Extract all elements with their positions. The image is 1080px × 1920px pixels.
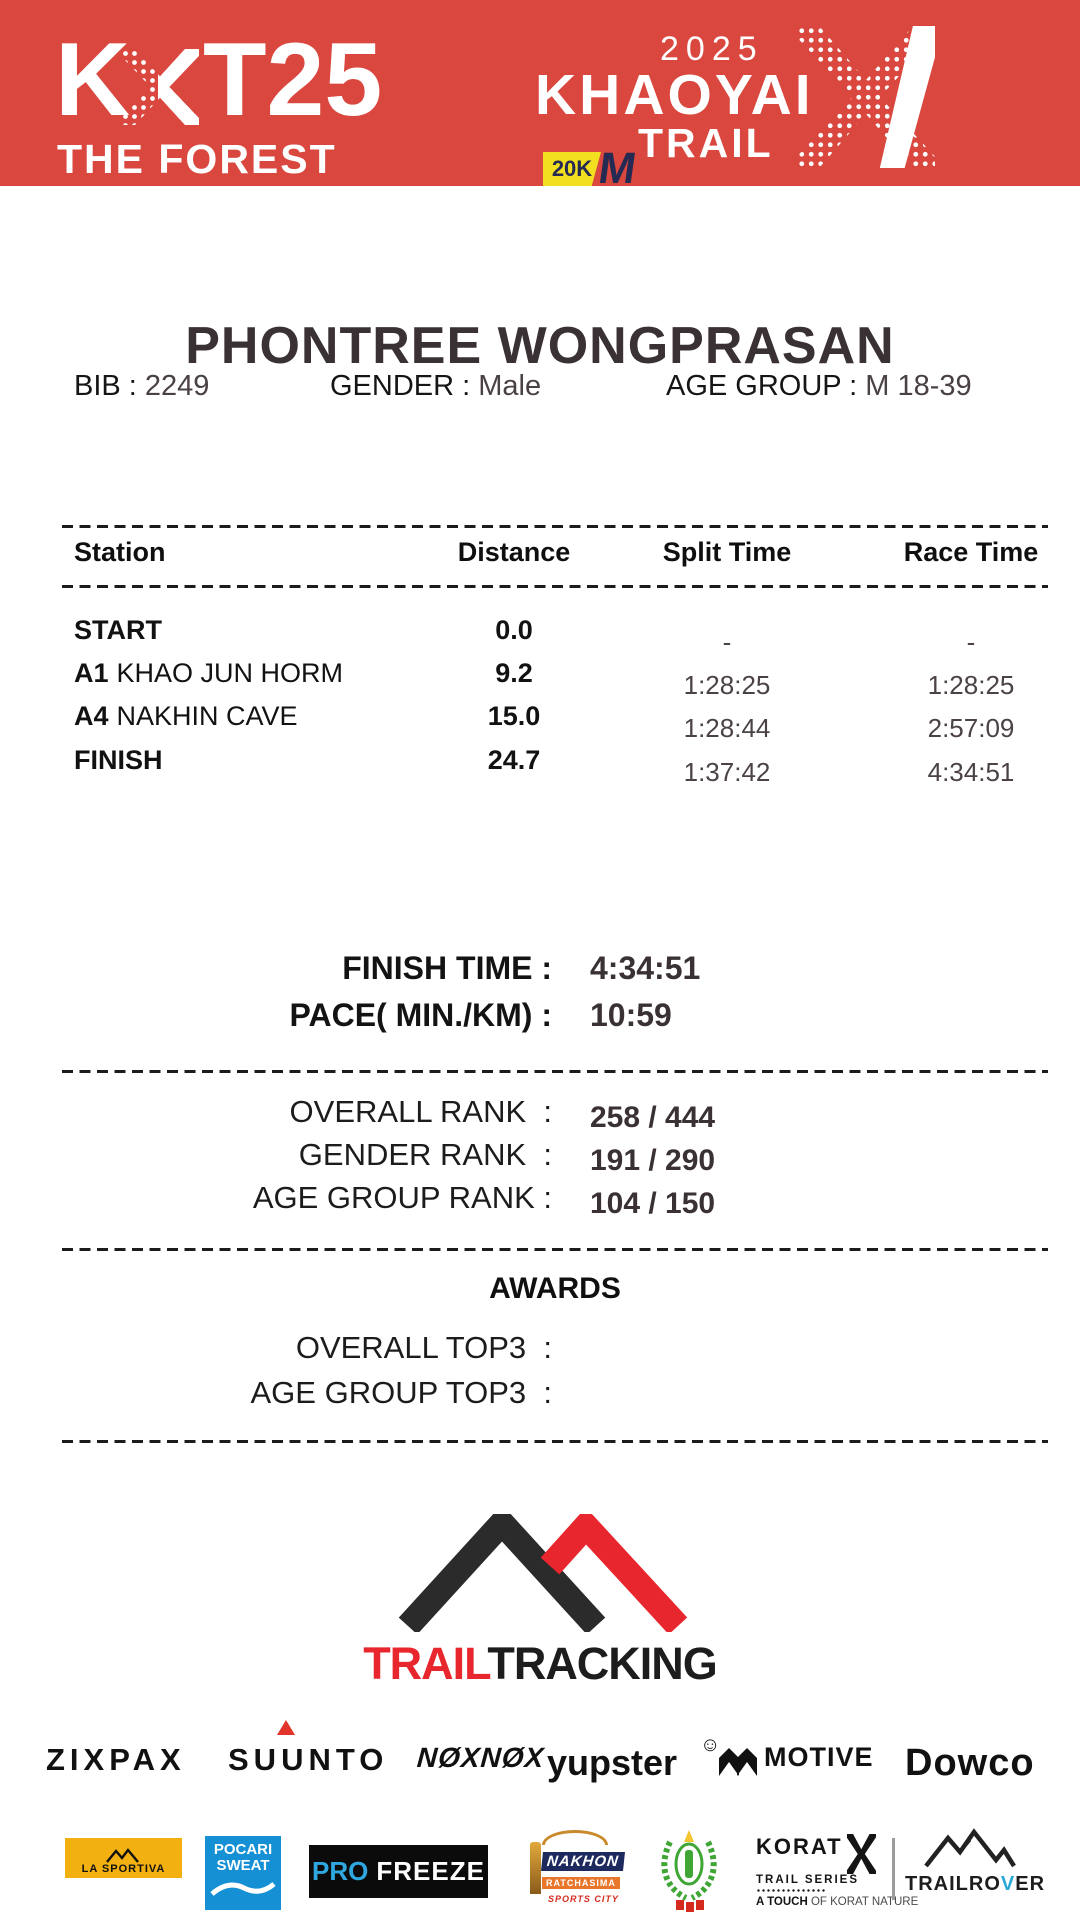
event-header-banner: K T25 THE FOREST 20K M 2025 KHAOYAI TRA — [0, 0, 1080, 193]
yupster-smiley-icon: ☺ — [700, 1734, 721, 1756]
kxt25-t25: T25 — [203, 22, 383, 138]
col-station: Station — [74, 537, 166, 567]
pace-row: PACE( MIN./KM) : 10:59 — [62, 997, 1048, 1034]
halftone-x-large-icon — [797, 26, 935, 168]
overall-top3-value — [552, 1330, 1048, 1366]
event-name: KHAOYAI — [535, 63, 814, 127]
table-row: A1 KHAO JUN HORM 9.2 1:28:25 1:28:25 — [74, 658, 1015, 700]
age-group-top3-label: AGE GROUP TOP3 : — [250, 1375, 553, 1410]
age-group-rank-label: AGE GROUP RANK : — [252, 1180, 552, 1215]
bib-value: 2249 — [144, 370, 210, 402]
overall-top3-row: OVERALL TOP3 : — [62, 1330, 1048, 1366]
dashed-divider — [62, 1248, 1048, 1252]
age-group-rank-row: AGE GROUP RANK : 104 / 150 — [62, 1180, 1048, 1220]
suunto-logo: SUUNTO — [228, 1742, 389, 1777]
gender-rank-label: GENDER RANK : — [298, 1137, 552, 1172]
finish-time-value: 4:34:51 — [590, 950, 701, 986]
pocari-sweat-logo: POCARI SWEAT — [205, 1836, 281, 1910]
nakhon-statue-icon — [530, 1842, 541, 1894]
dashed-divider — [62, 585, 1048, 589]
age-group-label: AGE GROUP — [666, 370, 842, 402]
trailtracking-mountain-icon — [398, 1504, 690, 1637]
dashed-divider — [62, 1070, 1048, 1074]
trailrover-mountain-icon — [924, 1828, 1016, 1868]
trailtracking-wordmark: TRAILTRACKING — [0, 1638, 1080, 1690]
runner-info-row: BIB : 2249 GENDER : Male AGE GROUP : M 1… — [0, 370, 1080, 404]
korat-dots-icon — [756, 1888, 826, 1893]
awards-title: AWARDS — [489, 1272, 621, 1305]
finish-time-label: FINISH TIME : — [342, 950, 552, 986]
age-group-rank-value: 104 / 150 — [590, 1187, 716, 1220]
dowco-logo: Dowco — [905, 1742, 1035, 1784]
age-group-value: M 18-39 — [865, 370, 972, 402]
overall-rank-value: 258 / 444 — [590, 1101, 716, 1134]
korat-trail-series-logo: KORAT TRAIL SERIES A TOUCH OF KORAT NATU… — [756, 1834, 919, 1908]
age-group-top3-value — [552, 1375, 1048, 1411]
table-row: A4 NAKHIN CAVE 15.0 1:28:44 2:57:09 — [74, 701, 1015, 743]
nakhon-ratchasima-badge: NAKHON RATCHASIMA SPORTS CITY — [528, 1830, 625, 1916]
table-row: START 0.0 - - — [74, 615, 976, 657]
col-distance: Distance — [457, 537, 571, 567]
korat-x-icon — [846, 1834, 876, 1874]
overall-rank-row: OVERALL RANK : 258 / 444 — [62, 1094, 1048, 1134]
nakhon-arch-icon — [542, 1830, 608, 1845]
event-name-trail: TRAIL — [638, 120, 774, 166]
vertical-divider — [892, 1838, 895, 1900]
col-split-time: Split Time — [662, 537, 792, 567]
la-sportiva-logo: LA SPORTIVA — [65, 1838, 182, 1878]
khaoyai-trail-logo: 2025 KHAOYAI TRAIL — [535, 26, 965, 176]
pro-freeze-logo: PRO FREEZE — [309, 1845, 488, 1898]
gender-rank-value: 191 / 290 — [590, 1144, 716, 1177]
runner-name: PHONTREE WONGPRASAN — [185, 317, 895, 375]
col-race-time: Race Time — [903, 537, 1039, 567]
overall-rank-label: OVERALL RANK : — [289, 1094, 552, 1129]
pace-label: PACE( MIN./KM) : — [289, 997, 552, 1033]
age-group-top3-row: AGE GROUP TOP3 : — [62, 1375, 1048, 1411]
finish-time-row: FINISH TIME : 4:34:51 — [62, 950, 1048, 987]
suunto-triangle-icon — [277, 1720, 295, 1735]
dashed-divider — [62, 525, 1048, 529]
pace-value: 10:59 — [590, 997, 672, 1033]
age-group-field: AGE GROUP : M 18-39 — [666, 370, 972, 402]
gender-value: Male — [478, 370, 542, 402]
table-row: FINISH 24.7 1:37:42 4:34:51 — [74, 745, 1015, 787]
motive-logo: MOTIVE — [764, 1742, 874, 1772]
trail-word: TRAIL — [363, 1638, 488, 1689]
splits-table-header: Station Distance Split Time Race Time — [62, 537, 1048, 568]
kxt25-k: K — [55, 22, 131, 138]
la-sportiva-mountain-icon — [105, 1848, 139, 1863]
noxnox-logo: NØXNØX — [415, 1742, 546, 1773]
kxt25-logo: K T25 THE FOREST — [55, 22, 475, 182]
bib-label: BIB — [74, 370, 121, 402]
tracking-word: TRACKING — [487, 1638, 717, 1689]
event-subtitle: THE FOREST — [57, 136, 337, 182]
pocari-wave-icon — [210, 1881, 276, 1896]
motive-chevrons-icon — [718, 1744, 760, 1783]
event-year: 2025 — [660, 30, 764, 68]
sports-authority-emblem — [656, 1828, 722, 1916]
trailrover-logo: TRAILROVER — [905, 1828, 1044, 1896]
sponsor-row-1: ZIXPAX SUUNTO NØXNØX yupster ☺ MOTIVE Do… — [0, 1720, 1080, 1794]
sponsor-row-2: LA SPORTIVA POCARI SWEAT PRO FREEZE NAKH… — [0, 1828, 1080, 1920]
dashed-divider — [62, 1440, 1048, 1444]
yupster-logo: yupster — [547, 1742, 678, 1783]
zixpax-logo: ZIXPAX — [46, 1742, 186, 1777]
halftone-x-icon — [121, 49, 199, 125]
gender-label: GENDER — [330, 370, 455, 402]
gender-rank-row: GENDER RANK : 191 / 290 — [62, 1137, 1048, 1177]
overall-top3-label: OVERALL TOP3 : — [295, 1330, 552, 1365]
gender-field: GENDER : Male — [330, 370, 542, 402]
bib-field: BIB : 2249 — [74, 370, 210, 402]
distance-badge-box: 20K — [543, 152, 601, 186]
